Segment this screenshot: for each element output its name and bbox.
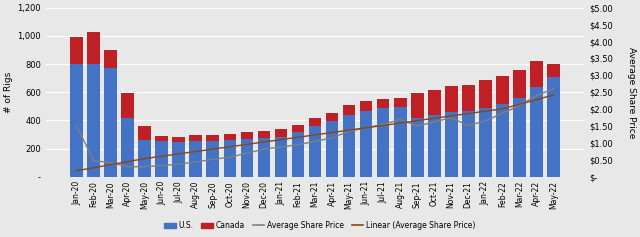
Bar <box>342 115 355 177</box>
Bar <box>360 111 372 177</box>
Bar <box>496 76 509 104</box>
Bar <box>292 125 305 132</box>
Bar <box>377 108 390 177</box>
Bar <box>308 118 321 126</box>
Legend: U.S., Canada, Average Share Price, Linear (Average Share Price): U.S., Canada, Average Share Price, Linea… <box>161 218 479 233</box>
Y-axis label: Average Share Price: Average Share Price <box>627 46 636 138</box>
Bar <box>360 101 372 111</box>
Bar <box>138 141 151 177</box>
Bar <box>292 132 305 177</box>
Bar <box>411 118 424 177</box>
Bar <box>241 139 253 177</box>
Bar <box>308 126 321 177</box>
Bar <box>342 105 355 115</box>
Bar <box>530 60 543 87</box>
Bar <box>189 141 202 177</box>
Bar <box>223 140 236 177</box>
Bar <box>257 138 270 177</box>
Bar <box>445 112 458 177</box>
Bar <box>513 70 525 98</box>
Bar <box>172 142 185 177</box>
Bar <box>189 135 202 141</box>
Bar <box>87 64 100 177</box>
Bar <box>87 32 100 64</box>
Bar <box>428 115 440 177</box>
Bar <box>275 137 287 177</box>
Bar <box>479 80 492 108</box>
Bar <box>547 64 560 77</box>
Bar <box>104 50 117 68</box>
Bar <box>207 141 220 177</box>
Bar <box>241 132 253 139</box>
Bar <box>156 141 168 177</box>
Bar <box>70 36 83 64</box>
Bar <box>326 121 339 177</box>
Bar <box>138 126 151 141</box>
Bar <box>496 104 509 177</box>
Bar <box>394 98 406 107</box>
Bar <box>172 137 185 142</box>
Bar <box>156 136 168 141</box>
Y-axis label: # of Rigs: # of Rigs <box>4 72 13 113</box>
Bar <box>462 85 475 111</box>
Bar <box>207 135 220 141</box>
Bar <box>445 86 458 112</box>
Bar <box>223 134 236 140</box>
Bar <box>547 77 560 177</box>
Bar <box>122 118 134 177</box>
Bar <box>377 99 390 108</box>
Bar <box>326 113 339 121</box>
Bar <box>257 132 270 138</box>
Bar <box>428 90 440 115</box>
Bar <box>122 93 134 118</box>
Bar <box>479 108 492 177</box>
Bar <box>411 93 424 118</box>
Bar <box>462 111 475 177</box>
Bar <box>530 87 543 177</box>
Bar <box>104 68 117 177</box>
Bar <box>513 98 525 177</box>
Bar <box>70 64 83 177</box>
Bar <box>394 107 406 177</box>
Bar <box>275 129 287 137</box>
